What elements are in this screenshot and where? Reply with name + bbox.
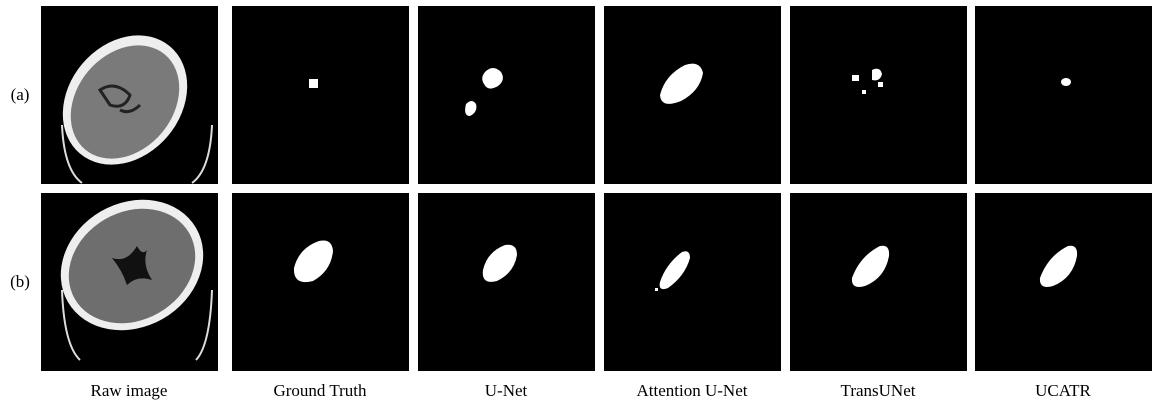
panel [232,6,409,184]
column-label: Attention U-Net [637,381,748,400]
mask [1061,78,1071,86]
figure: (a) (b) [0,0,1156,407]
row-label: (a) [11,85,30,104]
row-a [37,6,1152,190]
column-label: Ground Truth [273,381,367,400]
panel [975,193,1152,371]
row-label: (b) [10,272,30,291]
panel [975,6,1152,184]
panel [232,193,409,371]
row-b [37,174,1152,371]
panel [604,6,781,184]
mask [309,79,318,88]
column-label: U-Net [485,381,528,400]
panel [604,193,781,371]
column-label: UCATR [1035,381,1091,400]
column-label: TransUNet [841,381,916,400]
panel [418,6,595,184]
panel [790,193,967,371]
column-label: Raw image [91,381,168,400]
panel [790,6,967,184]
panel [418,193,595,371]
